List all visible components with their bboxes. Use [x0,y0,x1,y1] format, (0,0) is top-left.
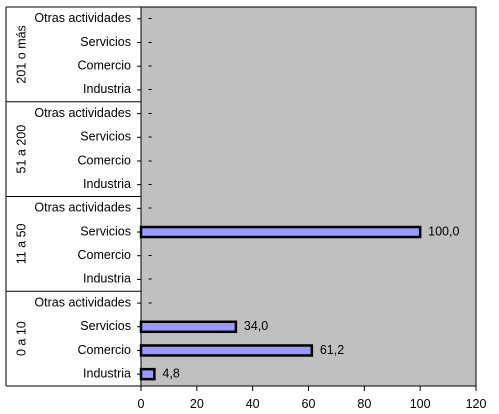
data-label: - [148,248,152,262]
category-label: Otras actividades [34,106,131,120]
group-label: 201 o más [14,25,28,83]
category-label: Servicios [80,319,131,333]
data-label: - [148,153,152,167]
group-separators [6,18,141,375]
x-tick-label: 20 [190,397,204,411]
category-label: Industria [83,272,131,286]
data-label: - [148,82,152,96]
bar [139,225,422,239]
x-tick-label: 80 [357,397,371,411]
category-label: Industria [83,82,131,96]
category-label: Comercio [78,343,132,357]
bar [139,367,156,381]
group-labels: 201 o más 51 a 200 11 a 50 0 a 10 [14,25,28,356]
category-labels: Otras actividades Servicios Comercio Indust… [34,11,131,380]
category-label: Otras actividades [34,201,131,215]
category-label: Otras actividades [34,295,131,309]
category-label: Servicios [80,35,131,49]
bar [139,320,238,334]
bars [139,225,422,381]
group-label: 51 a 200 [14,125,28,174]
data-label: - [148,177,152,191]
data-label: - [148,295,152,309]
value-labels: - - - - - - - - - 100,0 - - - 34,0 61,2 4,8 [148,11,459,380]
group-label: 11 a 50 [14,223,28,264]
category-label: Servicios [80,224,131,238]
x-tick-label: 120 [466,397,487,411]
x-tick-label: 0 [138,397,145,411]
data-label: 100,0 [428,224,459,238]
category-label: Comercio [78,59,132,73]
data-label: 61,2 [320,343,344,357]
data-label: - [148,272,152,286]
data-label: 34,0 [244,319,268,333]
group-label: 0 a 10 [14,321,28,356]
x-tick-label: 40 [246,397,260,411]
data-label: 4,8 [162,366,179,380]
data-label: - [148,130,152,144]
category-label: Servicios [80,130,131,144]
data-label: - [148,59,152,73]
category-label: Comercio [78,153,132,167]
category-label: Comercio [78,248,132,262]
bar [139,344,314,357]
x-axis: 0 20 40 60 80 100 120 [138,386,487,411]
category-label: Otras actividades [34,11,131,25]
x-tick-label: 100 [410,397,431,411]
category-label: Industria [83,366,131,380]
data-label: - [148,11,152,25]
data-label: - [148,35,152,49]
data-label: - [148,106,152,120]
category-label: Industria [83,177,131,191]
x-tick-label: 60 [302,397,316,411]
data-label: - [148,201,152,215]
